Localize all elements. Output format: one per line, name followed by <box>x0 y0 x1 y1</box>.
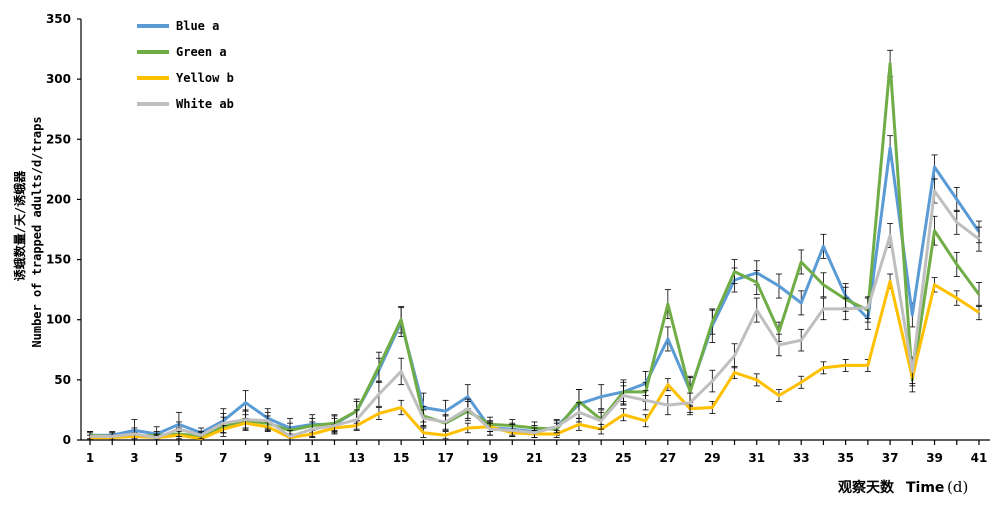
x-tick-label: 7 <box>219 451 227 465</box>
y-tick-label: 100 <box>46 313 71 327</box>
series-line <box>90 189 980 440</box>
y-axis-label-en: Number of trapped adults/d/traps <box>30 116 44 347</box>
x-tick-label: 27 <box>659 451 676 465</box>
series-blue-a <box>87 135 982 441</box>
y-axis-label-cn: 诱蛾数量/天/诱蛾器 <box>12 170 27 281</box>
x-axis-label-unit: (d) <box>947 478 968 496</box>
legend-label: Blue a <box>176 19 219 33</box>
x-tick-label: 13 <box>348 451 365 465</box>
x-tick-label: 5 <box>175 451 183 465</box>
legend-label: Yellow b <box>176 71 234 85</box>
y-tick-label: 150 <box>46 253 71 267</box>
y-tick-label: 250 <box>46 132 71 146</box>
legend-label: White ab <box>176 97 234 111</box>
x-tick-label: 11 <box>304 451 321 465</box>
y-tick-label: 350 <box>46 12 71 26</box>
x-tick-label: 35 <box>837 451 854 465</box>
x-tick-label: 19 <box>482 451 499 465</box>
y-tick-label: 200 <box>46 192 71 206</box>
x-tick-label: 3 <box>130 451 138 465</box>
x-tick-label: 37 <box>882 451 899 465</box>
legend-label: Green a <box>176 45 227 59</box>
series-white-ab <box>87 178 982 441</box>
legend: Blue a Green a Yellow b White ab <box>137 19 234 111</box>
axes <box>80 19 990 441</box>
y-ticks: 0 50 100 150 200 250 300 350 <box>46 12 81 447</box>
y-tick-label: 50 <box>54 373 71 387</box>
x-tick-label: 23 <box>571 451 588 465</box>
x-tick-label: 39 <box>926 451 943 465</box>
x-tick-label: 33 <box>793 451 810 465</box>
x-tick-label: 25 <box>615 451 632 465</box>
x-tick-label: 1 <box>86 451 94 465</box>
x-tick-label: 17 <box>437 451 454 465</box>
x-tick-label: 21 <box>526 451 543 465</box>
y-tick-label: 0 <box>63 433 71 447</box>
x-tick-label: 29 <box>704 451 721 465</box>
x-axis-label-cn: 观察天数 <box>838 479 895 496</box>
x-ticks: 1 3 5 7 9 11 13 15 17 19 21 23 25 27 29 31 33 35 37 39 41 <box>86 440 988 465</box>
x-tick-label: 9 <box>264 451 272 465</box>
x-tick-label: 15 <box>393 451 410 465</box>
y-tick-label: 300 <box>46 72 71 86</box>
x-tick-label: 31 <box>748 451 765 465</box>
series-line <box>89 62 981 438</box>
x-tick-label: 41 <box>971 451 988 465</box>
x-axis-label-en: Time <box>906 480 944 496</box>
series-layer <box>87 49 982 441</box>
